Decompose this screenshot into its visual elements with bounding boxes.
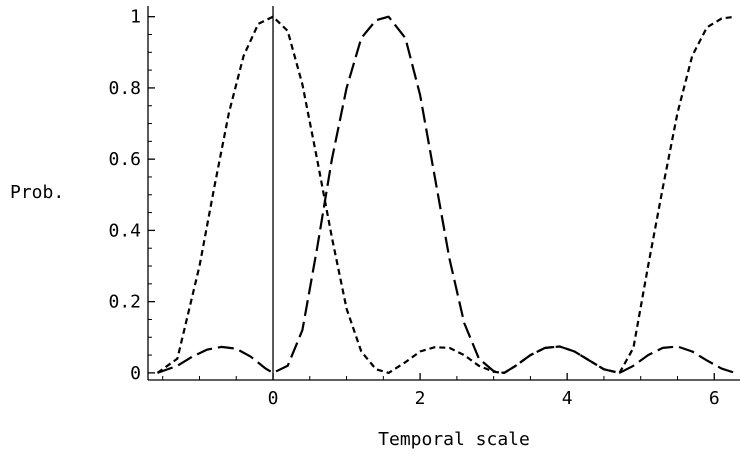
x-tick-label: 4: [562, 388, 573, 409]
series-group: [158, 17, 736, 373]
y-tick-label: 1: [130, 7, 141, 28]
y-axis-label: Prob.: [10, 182, 64, 203]
series-line-2: [158, 17, 736, 373]
x-tick-label: 2: [415, 388, 426, 409]
y-tick-label: 0: [130, 363, 141, 384]
y-tick-label: 0.4: [108, 220, 141, 241]
x-tick-label: 6: [709, 388, 720, 409]
x-ticks: 0 2 4 6: [163, 373, 720, 409]
x-axis-label: Temporal scale: [378, 429, 530, 450]
plot-area: 0 2 4 6 0 0.2 0.4 0.6 0.8 1: [108, 6, 740, 409]
y-tick-label: 0.8: [108, 78, 141, 99]
y-tick-label: 0.6: [108, 149, 141, 170]
x-tick-label: 0: [268, 388, 279, 409]
y-tick-label: 0.2: [108, 292, 141, 313]
series-line-1: [158, 17, 736, 373]
